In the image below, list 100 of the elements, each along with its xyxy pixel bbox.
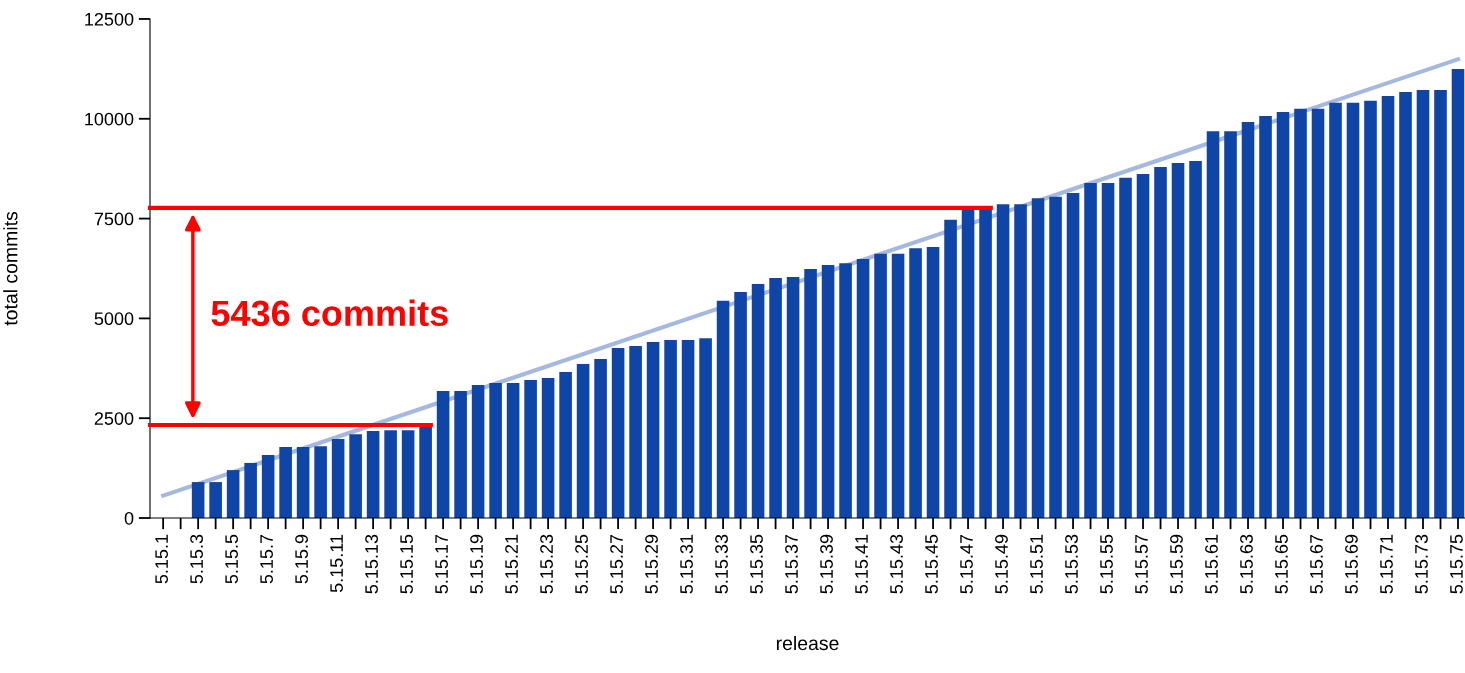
bar [296, 446, 310, 519]
x-tick-label: 5.15.43 [890, 534, 903, 594]
bar [209, 482, 222, 519]
x-tick-label: 5.15.41 [855, 534, 868, 594]
x-tick-label: 5.15.67 [1310, 534, 1323, 594]
bar [1399, 92, 1412, 519]
x-tick-label: 5.15.9 [295, 534, 308, 584]
y-axis-title: total commits [3, 211, 18, 326]
bar [506, 383, 520, 519]
bar [489, 383, 502, 519]
x-tick-label: 5.15.31 [680, 534, 693, 594]
bar [1171, 163, 1185, 519]
x-tick-label: 5.15.55 [1100, 534, 1113, 594]
bar [471, 385, 485, 519]
bar [226, 470, 240, 519]
bar [1276, 112, 1290, 519]
x-tick-label: 5.15.59 [1170, 534, 1183, 594]
x-tick-label: 5.15.1 [155, 534, 168, 584]
bar [944, 219, 957, 519]
bar [384, 430, 397, 519]
y-tick-label: 2500 [94, 412, 134, 425]
bar [1451, 68, 1465, 519]
y-tick-label: 5000 [94, 312, 134, 326]
bar [1154, 167, 1167, 519]
bar [804, 268, 817, 519]
y-tick-label: 7500 [94, 212, 134, 226]
bar [751, 284, 765, 519]
bar [646, 341, 660, 519]
x-axis-title: release [776, 635, 839, 651]
annotation: 5436 commits [211, 299, 448, 327]
bar [821, 264, 835, 519]
x-tick-label: 5.15.61 [1205, 534, 1218, 594]
bar [524, 379, 537, 519]
x-tick-label: 5.15.63 [1240, 534, 1253, 594]
bar [1259, 115, 1272, 519]
y-tick-label: 0 [124, 511, 134, 525]
x-tick-label: 5.15.37 [785, 534, 798, 594]
bar [1416, 90, 1430, 519]
x-tick-label: 5.15.71 [1380, 534, 1393, 594]
x-tick-label: 5.15.27 [610, 534, 623, 594]
bar [909, 248, 922, 519]
bar [979, 207, 992, 519]
bar [401, 430, 415, 519]
bar [1101, 183, 1115, 519]
x-tick-label: 5.15.35 [750, 534, 763, 594]
bar [1031, 198, 1045, 519]
bar [699, 338, 712, 519]
x-tick-label: 5.15.53 [1065, 534, 1078, 594]
x-tick-label: 5.15.21 [505, 534, 518, 594]
bar [419, 424, 432, 519]
x-tick-label: 5.15.51 [1030, 534, 1043, 594]
x-tick-label: 5.15.7 [260, 534, 273, 584]
bar [1329, 102, 1342, 519]
bar [366, 430, 380, 519]
x-tick-label: 5.15.5 [225, 534, 238, 584]
x-tick-label: 5.15.57 [1135, 534, 1148, 594]
bar [839, 263, 852, 519]
bar [611, 347, 625, 519]
x-tick-label: 5.15.65 [1275, 534, 1288, 594]
bar [716, 300, 730, 519]
x-tick-label: 5.15.15 [400, 534, 413, 594]
x-tick-label: 5.15.69 [1345, 534, 1358, 594]
bar [664, 339, 677, 519]
bar [559, 371, 572, 519]
bar [1224, 131, 1237, 519]
y-tick-label: 12500 [85, 12, 134, 26]
bar [961, 207, 975, 519]
bar [681, 339, 695, 519]
bar [1066, 193, 1080, 519]
bar [1311, 108, 1325, 519]
bar [891, 253, 905, 519]
bar [629, 345, 642, 519]
bar [454, 391, 467, 519]
bar [436, 391, 450, 519]
x-tick-label: 5.15.25 [575, 534, 588, 594]
bar [1049, 196, 1062, 519]
x-tick-label: 5.15.29 [645, 534, 658, 594]
x-tick-label: 5.15.13 [365, 534, 378, 594]
bar [1136, 173, 1150, 519]
x-tick-label: 5.15.49 [995, 534, 1008, 594]
bar [279, 446, 292, 519]
bar [349, 434, 362, 519]
bar [1381, 96, 1395, 519]
bar [769, 278, 782, 519]
bar [261, 454, 275, 519]
x-tick-label: 5.15.39 [820, 534, 833, 594]
x-tick-label: 5.15.33 [715, 534, 728, 594]
bar [1014, 204, 1027, 519]
bar [576, 363, 590, 519]
x-tick-label: 5.15.23 [540, 534, 553, 594]
bar [926, 246, 940, 519]
x-tick-label: 5.15.19 [470, 534, 483, 594]
x-tick-label: 5.15.3 [190, 534, 203, 584]
bar [1294, 108, 1307, 519]
bar [244, 462, 257, 519]
bar [734, 292, 747, 519]
bar [996, 204, 1010, 519]
bar [1206, 131, 1220, 519]
x-tick-label: 5.15.17 [435, 534, 448, 594]
bar [1189, 161, 1202, 519]
